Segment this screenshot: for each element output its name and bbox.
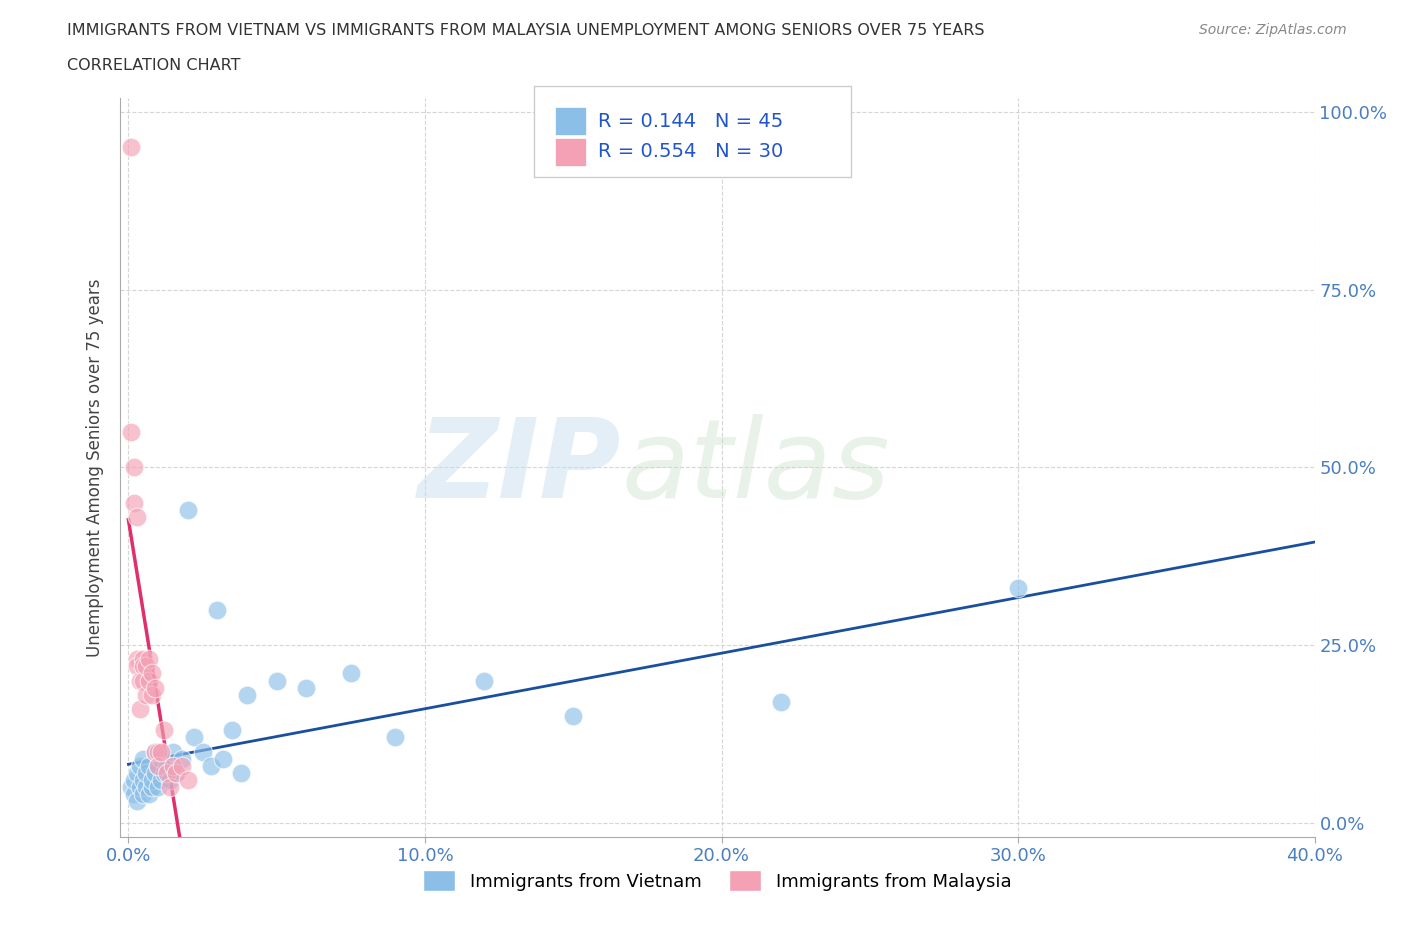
Point [221,723,243,737]
Point [212,751,235,766]
Point [143,765,166,780]
Point [162,744,184,759]
Point [177,773,200,788]
Point [132,659,155,674]
Point [132,773,155,788]
Point [170,759,193,774]
Point [156,759,179,774]
Point [229,765,252,780]
Point [295,680,318,695]
Point [141,773,163,788]
Point [124,787,146,802]
Point [340,666,363,681]
Point [266,673,288,688]
Point [129,779,152,794]
Point [472,673,495,688]
Text: atlas: atlas [621,414,890,521]
Point [143,680,166,695]
Point [138,652,160,667]
Point [170,751,193,766]
Point [1007,580,1029,595]
Point [127,659,149,674]
Point [200,759,222,774]
Point [124,496,146,511]
Point [159,773,181,788]
Point [135,687,157,702]
Point [153,765,176,780]
Text: IMMIGRANTS FROM VIETNAM VS IMMIGRANTS FROM MALAYSIA UNEMPLOYMENT AMONG SENIORS O: IMMIGRANTS FROM VIETNAM VS IMMIGRANTS FR… [67,23,986,38]
Point [120,140,142,155]
Point [165,765,187,780]
Point [132,751,155,766]
Point [127,794,149,809]
Point [124,460,146,474]
Point [236,687,259,702]
Point [769,695,792,710]
Point [120,779,142,794]
Point [135,765,157,780]
Point [162,759,184,774]
Point [138,759,160,774]
Text: R = 0.554   N = 30: R = 0.554 N = 30 [598,142,783,161]
Point [183,730,205,745]
Point [141,779,163,794]
Point [141,687,163,702]
Point [191,744,214,759]
Point [153,723,176,737]
Point [143,744,166,759]
Point [138,673,160,688]
Point [129,673,152,688]
Point [146,759,169,774]
Point [129,701,152,716]
Point [120,424,142,439]
Point [132,652,155,667]
Point [150,744,173,759]
Point [141,666,163,681]
Point [150,773,173,788]
Point [150,751,173,766]
Point [124,773,146,788]
Point [146,759,169,774]
Point [127,765,149,780]
Point [207,602,229,617]
Text: ZIP: ZIP [418,414,621,521]
Text: CORRELATION CHART: CORRELATION CHART [67,58,240,73]
Point [127,652,149,667]
Point [159,779,181,794]
Point [177,502,200,517]
Text: R = 0.144   N = 45: R = 0.144 N = 45 [598,112,783,131]
Point [129,759,152,774]
Point [156,765,179,780]
Point [146,779,169,794]
Point [143,744,166,759]
Point [138,787,160,802]
Point [562,709,585,724]
Point [135,779,157,794]
Point [384,730,406,745]
Point [165,765,187,780]
Point [132,673,155,688]
Point [132,787,155,802]
Text: Source: ZipAtlas.com: Source: ZipAtlas.com [1199,23,1347,37]
Legend: Immigrants from Vietnam, Immigrants from Malaysia: Immigrants from Vietnam, Immigrants from… [416,863,1018,898]
Point [127,510,149,525]
Point [135,659,157,674]
Y-axis label: Unemployment Among Seniors over 75 years: Unemployment Among Seniors over 75 years [86,278,104,657]
Point [146,744,169,759]
